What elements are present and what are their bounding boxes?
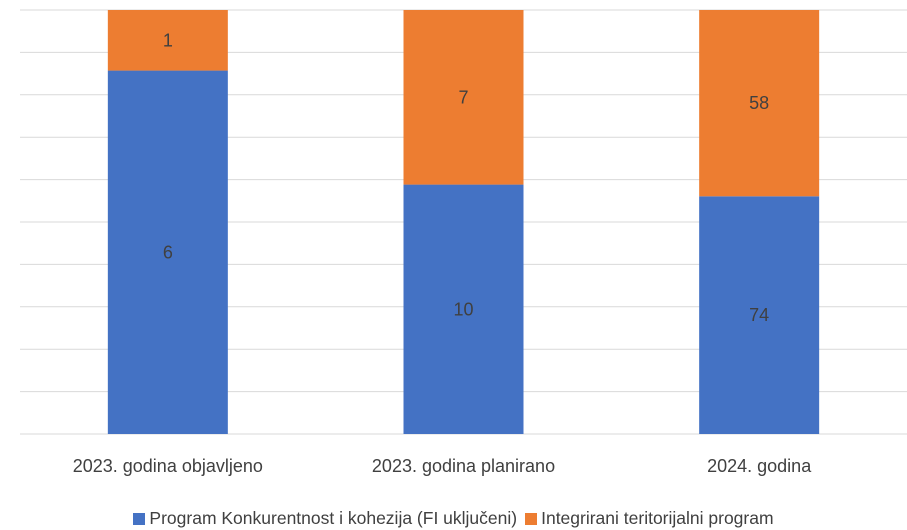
legend-item-konkurentnost: Program Konkurentnost i kohezija (FI ukl… bbox=[133, 508, 517, 529]
legend-swatch-konkurentnost bbox=[133, 512, 146, 525]
legend: Program Konkurentnost i kohezija (FI ukl… bbox=[0, 508, 907, 529]
legend-item-itp: Integrirani teritorijalni program bbox=[525, 508, 774, 529]
bar-segment bbox=[699, 196, 820, 434]
bar-segment bbox=[403, 10, 524, 185]
data-label: 6 bbox=[163, 242, 173, 262]
data-label: 58 bbox=[749, 93, 769, 113]
data-label: 7 bbox=[458, 87, 468, 107]
x-tick-label: 2023. godina planirano bbox=[372, 456, 555, 476]
legend-label-itp: Integrirani teritorijalni program bbox=[541, 508, 774, 528]
data-labels: 6 1 10 7 74 58 bbox=[163, 30, 769, 325]
data-label: 10 bbox=[453, 299, 473, 319]
x-tick-label: 2023. godina objavljeno bbox=[73, 456, 263, 476]
legend-swatch-itp bbox=[525, 512, 538, 525]
bar-segment bbox=[403, 184, 524, 434]
bar-segment bbox=[107, 10, 228, 71]
bar-segment bbox=[699, 10, 820, 197]
bars bbox=[107, 10, 820, 435]
data-label: 74 bbox=[749, 305, 769, 325]
bar-segment bbox=[107, 70, 228, 435]
x-tick-label: 2024. godina bbox=[707, 456, 812, 476]
data-label: 1 bbox=[163, 30, 173, 50]
legend-label-konkurentnost: Program Konkurentnost i kohezija (FI ukl… bbox=[149, 508, 518, 528]
x-axis-ticks: 2023. godina objavljeno 2023. godina plan… bbox=[73, 456, 812, 476]
